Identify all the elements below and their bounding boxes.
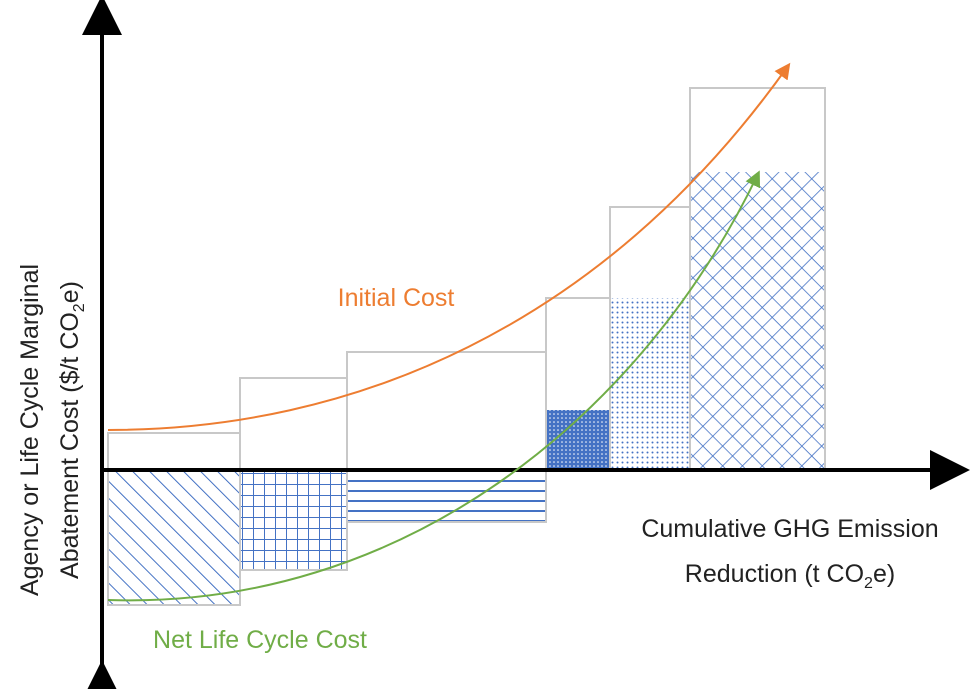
- text: e): [56, 281, 84, 303]
- curve-label: Initial Cost: [338, 284, 455, 312]
- text: Abatement Cost ($/t CO: [56, 312, 84, 579]
- outline: [346, 351, 547, 471]
- block: [346, 469, 547, 523]
- subscript: 2: [71, 303, 88, 312]
- outline: [239, 377, 348, 471]
- initial-cost-curve: [107, 62, 791, 431]
- block: [690, 172, 825, 470]
- block: [239, 469, 348, 571]
- subscript: 2: [864, 575, 873, 592]
- text: e): [873, 560, 895, 588]
- block: [107, 469, 241, 606]
- x-axis-label: Reduction (t CO2e): [685, 560, 895, 592]
- net-cost-curve: [107, 170, 761, 602]
- block: [610, 298, 690, 470]
- x-axis-label: Cumulative GHG Emission: [641, 515, 938, 543]
- y-axis-label-line: Abatement Cost ($/t CO2e): [56, 281, 88, 579]
- curve-label: Net Life Cycle Cost: [153, 626, 367, 654]
- y-axis-label: Agency or Life Cycle Marginal Abatement …: [16, 264, 88, 596]
- y-axis-label-line: Agency or Life Cycle Marginal: [16, 264, 44, 596]
- text: Reduction (t CO: [685, 560, 864, 588]
- outline: [107, 432, 241, 471]
